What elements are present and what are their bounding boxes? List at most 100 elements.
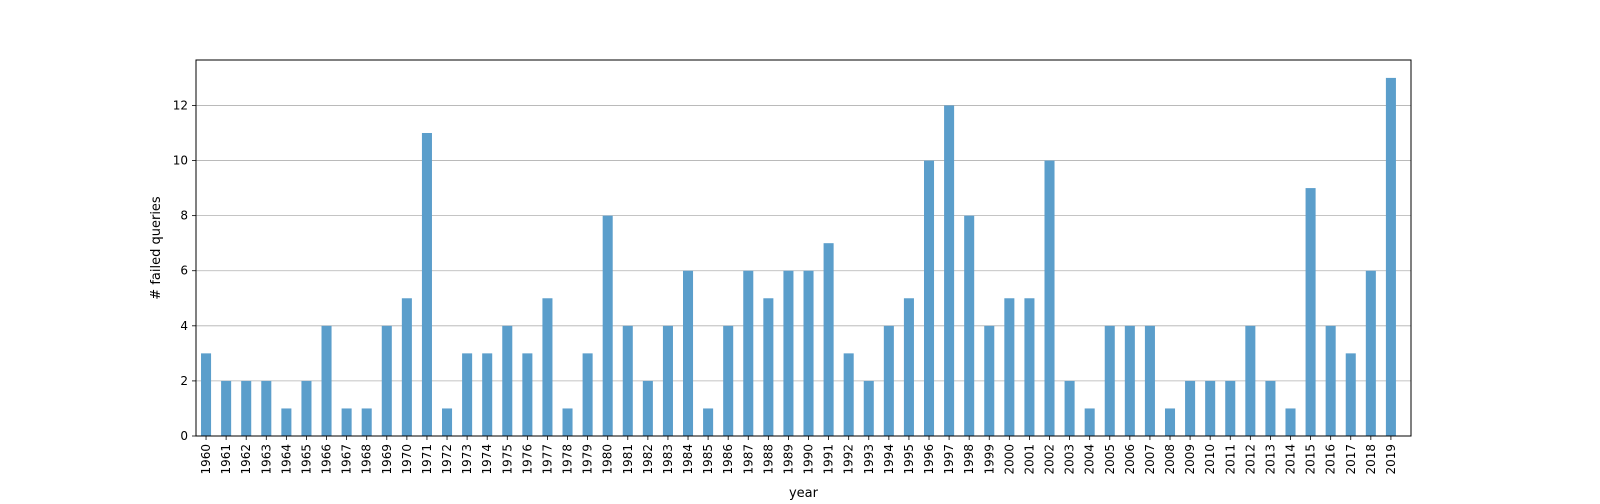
x-tick-label: 1984 (681, 444, 695, 475)
x-tick-label: 2005 (1103, 444, 1117, 475)
bar-1964 (281, 408, 292, 436)
bar-2014 (1285, 408, 1296, 436)
bar-1978 (562, 408, 573, 436)
x-tick-label: 1977 (540, 444, 554, 475)
bar-2012 (1245, 325, 1256, 436)
y-tick-label: 8 (180, 209, 188, 223)
bar-1975 (502, 325, 513, 436)
x-tick-label: 2012 (1243, 444, 1257, 475)
bar-2005 (1104, 325, 1115, 436)
x-tick-label: 1988 (761, 444, 775, 475)
x-tick-label: 1997 (942, 444, 956, 475)
x-tick-label: 1986 (721, 444, 735, 475)
bar-2010 (1205, 380, 1216, 436)
x-tick-label: 2008 (1163, 444, 1177, 475)
x-tick-label: 2000 (1002, 444, 1016, 475)
x-tick-label: 1960 (199, 444, 213, 475)
bar-1972 (442, 408, 453, 436)
x-tick-label: 1994 (882, 444, 896, 475)
x-tick-label: 1970 (400, 444, 414, 475)
bar-1961 (221, 380, 232, 436)
x-tick-label: 1995 (902, 444, 916, 475)
x-tick-label: 2014 (1284, 444, 1298, 475)
x-tick-label: 1974 (480, 444, 494, 475)
bar-1996 (923, 160, 935, 437)
x-tick-label: 1967 (340, 444, 354, 475)
bar-1994 (883, 325, 894, 436)
x-tick-label: 1991 (822, 444, 836, 475)
x-tick-label: 1981 (621, 444, 635, 475)
x-tick-label: 2011 (1223, 444, 1237, 475)
bar-2016 (1325, 325, 1336, 436)
bar-2011 (1225, 380, 1236, 436)
x-tick-label: 2001 (1022, 444, 1036, 475)
x-tick-label: 1971 (420, 444, 434, 475)
x-tick-label: 1968 (360, 444, 374, 475)
x-tick-label: 2017 (1344, 444, 1358, 475)
bar-1981 (622, 325, 633, 436)
bar-1967 (341, 408, 352, 436)
x-tick-label: 1961 (219, 444, 233, 475)
bar-1980 (602, 215, 613, 436)
x-tick-label: 2007 (1143, 444, 1157, 475)
bar-1986 (723, 325, 734, 436)
y-tick-label: 4 (180, 319, 188, 333)
bar-1985 (703, 408, 714, 436)
bar-1990 (803, 270, 814, 436)
x-tick-label: 1972 (440, 444, 454, 475)
bar-1998 (964, 215, 975, 436)
bar-2008 (1164, 408, 1176, 436)
bar-1962 (241, 380, 252, 436)
x-tick-label: 2018 (1364, 444, 1378, 475)
bar-1989 (783, 270, 794, 436)
x-tick-label: 2009 (1183, 444, 1197, 475)
bar-1965 (301, 380, 312, 436)
x-tick-label: 1989 (781, 444, 795, 475)
y-tick-label: 2 (180, 374, 188, 388)
x-tick-label: 1976 (520, 444, 534, 475)
y-tick-label: 10 (173, 154, 188, 168)
bar-2003 (1064, 380, 1075, 436)
x-tick-label: 1962 (239, 444, 253, 475)
x-tick-label: 1979 (581, 444, 595, 475)
x-tick-label: 2016 (1324, 444, 1338, 475)
x-tick-label: 2003 (1063, 444, 1077, 475)
y-tick-label: 12 (173, 98, 188, 112)
bar-1987 (743, 270, 754, 436)
x-axis-label: year (789, 486, 819, 500)
bar-2007 (1144, 325, 1155, 436)
x-tick-label: 1992 (842, 444, 856, 475)
plot-frame (195, 59, 1412, 437)
bar-1971 (421, 132, 432, 436)
bar-1960 (201, 353, 212, 436)
x-tick-label: 2006 (1123, 444, 1137, 475)
bar-1992 (843, 353, 854, 436)
x-tick-label: 1993 (862, 444, 876, 475)
bars (201, 77, 1396, 437)
bar-1977 (542, 298, 553, 436)
bar-1976 (522, 353, 533, 436)
x-tick-label: 1983 (661, 444, 675, 475)
x-tick-label: 1969 (380, 444, 394, 475)
bar-1993 (863, 380, 874, 436)
x-tick-label: 1964 (279, 444, 293, 475)
x-tick-label: 1980 (601, 444, 615, 475)
bar-1974 (482, 353, 493, 436)
x-tick-label: 1973 (460, 444, 474, 475)
bar-1991 (823, 243, 834, 436)
bar-1969 (381, 325, 392, 436)
x-tick-label: 1963 (259, 444, 273, 475)
bar-2001 (1024, 298, 1035, 436)
bar-1988 (763, 298, 774, 436)
x-tick-label: 1982 (641, 444, 655, 475)
x-tick-label: 1996 (922, 444, 936, 475)
bar-2019 (1385, 77, 1396, 437)
bar-1963 (261, 380, 272, 436)
x-tick-label: 2004 (1083, 444, 1097, 475)
x-tick-label: 1966 (320, 444, 334, 475)
bar-1984 (683, 270, 694, 436)
bar-2000 (1004, 298, 1015, 436)
bar-1983 (662, 325, 673, 436)
